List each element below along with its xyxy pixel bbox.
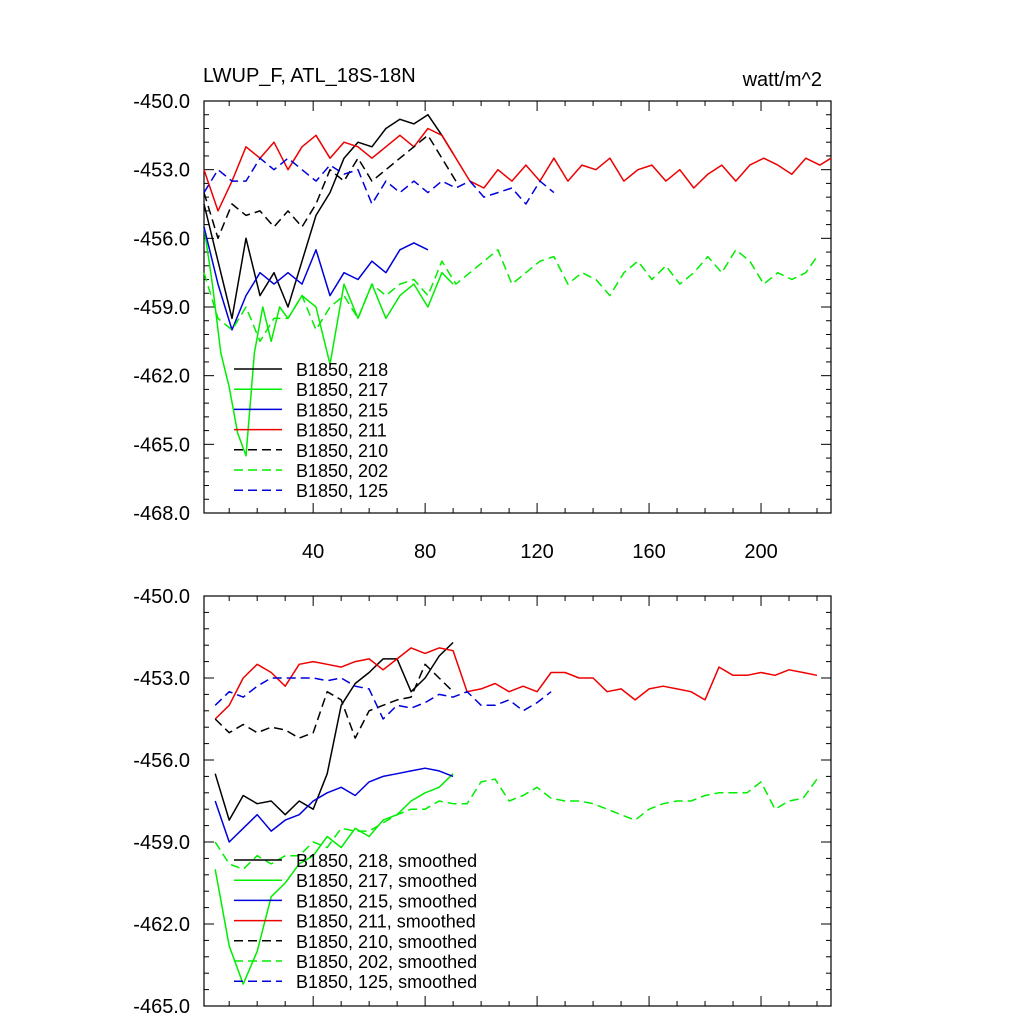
- series-line: [203, 113, 454, 320]
- legend-entry: B1850, 218: [296, 360, 388, 380]
- y-tick-label: -450.0: [133, 91, 190, 113]
- plot-frame: [203, 595, 832, 1007]
- y-tick-label: -462.0: [133, 914, 190, 936]
- y-tick-label: -456.0: [133, 228, 190, 250]
- series-line: [214, 647, 818, 720]
- legend-entry: B1850, 215: [296, 400, 388, 420]
- x-tick-label: 40: [302, 541, 324, 563]
- x-tick-label: 200: [744, 541, 777, 563]
- legend-entry: B1850, 202: [296, 461, 388, 481]
- legend-entry: B1850, 217, smoothed: [296, 871, 477, 891]
- series-line: [214, 641, 454, 821]
- y-tick-label: -468.0: [133, 503, 190, 525]
- y-tick-label: -453.0: [133, 668, 190, 690]
- bottom-panel: -450.0 -453.0 -456.0 -459.0 -462.0 -465.0 B185…: [133, 586, 832, 1018]
- y-tick-label: -450.0: [133, 586, 190, 608]
- series-line: [203, 157, 555, 205]
- series-line: [214, 767, 454, 843]
- legend-entry: B1850, 125, smoothed: [296, 972, 477, 992]
- x-tick-label: 80: [414, 541, 436, 563]
- legend-entry: B1850, 211, smoothed: [296, 912, 476, 932]
- legend-entry: B1850, 210: [296, 441, 388, 461]
- legend-entry: B1850, 215, smoothed: [296, 891, 477, 911]
- legend-entry: B1850, 202, smoothed: [296, 952, 477, 972]
- legend-entry: B1850, 125: [296, 481, 388, 501]
- series-line: [214, 663, 454, 739]
- series-line: [214, 778, 818, 871]
- legend-entry: B1850, 217: [296, 380, 388, 400]
- y-tick-label: -459.0: [133, 832, 190, 854]
- x-tick-label: 120: [520, 541, 553, 563]
- top-panel: -450.0 -453.0 -456.0 -459.0 -462.0 -465.0 -468…: [133, 91, 832, 563]
- legend-entry: B1850, 218, smoothed: [296, 851, 477, 871]
- y-tick-label: -462.0: [133, 366, 190, 388]
- x-tick-label: 160: [632, 541, 665, 563]
- units-label: watt/m^2: [742, 69, 822, 91]
- series-line: [203, 226, 429, 331]
- y-tick-label: -459.0: [133, 297, 190, 319]
- y-tick-label: -465.0: [133, 996, 190, 1018]
- series-line: [203, 134, 457, 240]
- series-line: [214, 677, 552, 720]
- y-tick-label: -456.0: [133, 750, 190, 772]
- chart-title: LWUP_F, ATL_18S-18N: [203, 65, 416, 87]
- legend-entry: B1850, 211: [296, 421, 387, 441]
- series-line: [214, 773, 454, 985]
- legend-entry: B1850, 210, smoothed: [296, 932, 477, 952]
- series-line: [203, 127, 832, 212]
- series-line: [203, 249, 818, 343]
- y-tick-label: -465.0: [133, 434, 190, 456]
- y-tick-label: -453.0: [133, 160, 190, 182]
